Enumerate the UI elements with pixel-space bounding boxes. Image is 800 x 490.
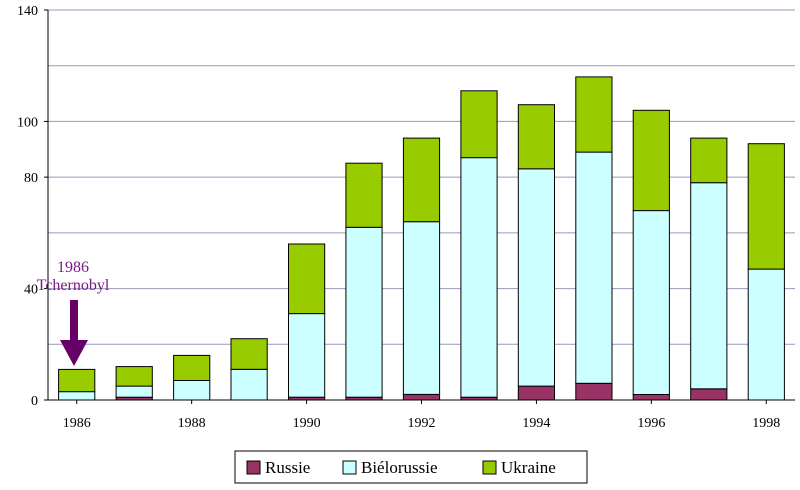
y-tick-label: 0 (31, 394, 38, 409)
bar-segment-bielorussie-1987 (115, 385, 153, 398)
legend-label-bielorussie: Biélorussie (361, 458, 438, 477)
bar-segment-bielorussie-1990 (288, 313, 326, 398)
bar-segment-bielorussie-1994 (517, 168, 555, 387)
bar-segment-ukraine-1995 (575, 76, 613, 153)
x-tick-label: 1998 (752, 416, 780, 431)
bar-segment-bielorussie-1991 (345, 226, 383, 398)
bar-segment-bielorussie-1993 (460, 157, 498, 398)
bar-segment-ukraine-1996 (632, 109, 670, 212)
bar-segment-russie-1995 (575, 382, 613, 401)
bar-segment-ukraine-1991 (345, 162, 383, 228)
bar-segment-russie-1996 (632, 393, 670, 401)
annotation-label: Tchernobyl (37, 277, 110, 294)
bar-segment-ukraine-1988 (173, 354, 211, 381)
bar-segment-ukraine-1989 (230, 338, 268, 370)
x-tick-label: 1994 (522, 416, 550, 431)
bar-segment-ukraine-1994 (517, 104, 555, 170)
y-tick-label: 100 (17, 115, 38, 130)
legend-box (234, 450, 588, 484)
bar-segment-ukraine-1992 (402, 137, 441, 223)
annotation-arrow (60, 300, 88, 366)
annotation-year: 1986 (57, 259, 89, 276)
bars (58, 76, 785, 401)
bar-segment-bielorussie-1997 (690, 182, 728, 390)
bar-segment-ukraine-1986 (58, 368, 96, 393)
bar-segment-bielorussie-1995 (575, 151, 613, 384)
y-tick-label: 80 (24, 171, 38, 186)
bar-segment-bielorussie-1992 (402, 221, 441, 395)
bar-segment-bielorussie-1989 (230, 368, 268, 401)
x-tick-labels: 1986 1988 1990 1992 1994 1996 1998 (63, 400, 780, 431)
legend-swatch-bielorussie (342, 460, 357, 475)
bar-segment-bielorussie-1996 (632, 210, 670, 395)
legend: Russie Biélorussie Ukraine (234, 450, 588, 484)
annotation: 1986 Tchernobyl (37, 259, 110, 366)
bar-segment-ukraine-1990 (288, 243, 326, 315)
y-tick-label: 140 (17, 4, 38, 19)
legend-label-russie: Russie (265, 458, 310, 477)
legend-swatch-russie (246, 460, 261, 475)
x-tick-label: 1992 (408, 416, 436, 431)
bar-segment-ukraine-1997 (690, 137, 728, 184)
bar-segment-russie-1997 (690, 388, 728, 401)
bar-segment-ukraine-1993 (460, 90, 498, 159)
legend-label-ukraine: Ukraine (501, 458, 556, 477)
bar-segment-bielorussie-1986 (58, 391, 96, 401)
x-tick-label: 1986 (63, 416, 91, 431)
bar-segment-russie-1992 (402, 393, 441, 401)
y-tick-labels: 0 40 80 100 140 (17, 4, 48, 409)
bar-segment-ukraine-1998 (747, 143, 785, 270)
bar-segment-bielorussie-1988 (173, 380, 211, 401)
legend-swatch-ukraine (482, 460, 497, 475)
bar-segment-russie-1994 (517, 385, 555, 401)
x-tick-label: 1988 (178, 416, 206, 431)
y-tick-label: 40 (24, 283, 38, 298)
bar-segment-ukraine-1987 (115, 366, 153, 387)
x-tick-label: 1990 (293, 416, 321, 431)
x-tick-label: 1996 (637, 416, 665, 431)
bar-segment-bielorussie-1998 (747, 268, 785, 401)
